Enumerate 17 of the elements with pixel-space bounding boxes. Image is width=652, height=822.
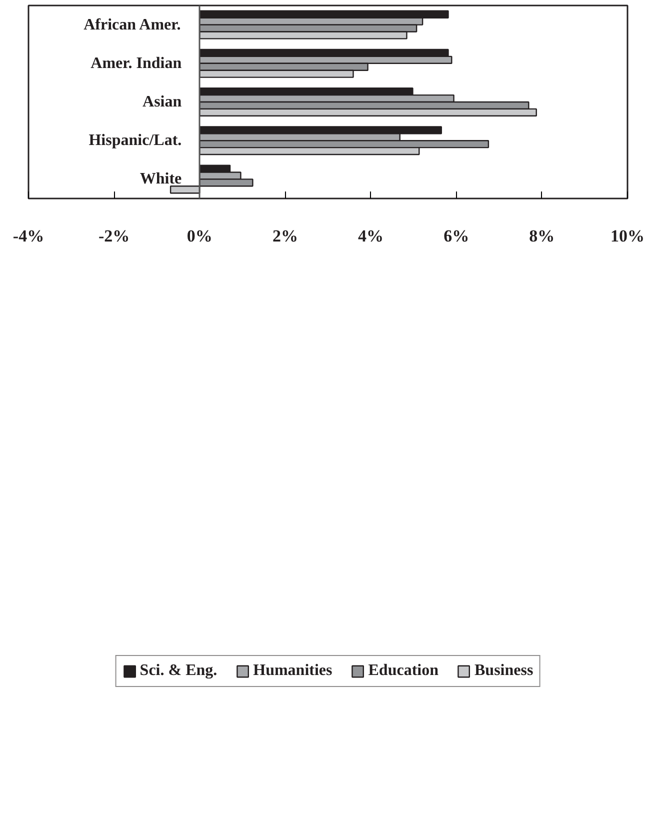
y-tick-label: Asian [142, 94, 182, 110]
x-tick-label: 0% [186, 226, 212, 246]
y-tick-label: Amer. Indian [90, 54, 182, 72]
legend-label: Education [368, 662, 439, 680]
y-tick-label: Hispanic/Lat. [88, 132, 182, 150]
legend-label: Sci. & Eng. [140, 662, 218, 680]
legend-label: Business [474, 662, 534, 680]
x-tick-label: -4% [12, 226, 44, 246]
legend-label: Humanities [253, 662, 332, 680]
x-tick-label: 10% [610, 226, 644, 246]
x-tick-label: 8% [529, 226, 555, 246]
x-tick-label: -2% [98, 226, 130, 246]
y-tick-label: White [140, 170, 182, 188]
y-tick-label: African Amer. [84, 16, 181, 34]
x-tick-label: 2% [272, 226, 298, 246]
x-tick-label: 4% [358, 226, 384, 246]
x-tick-label: 6% [444, 226, 470, 246]
